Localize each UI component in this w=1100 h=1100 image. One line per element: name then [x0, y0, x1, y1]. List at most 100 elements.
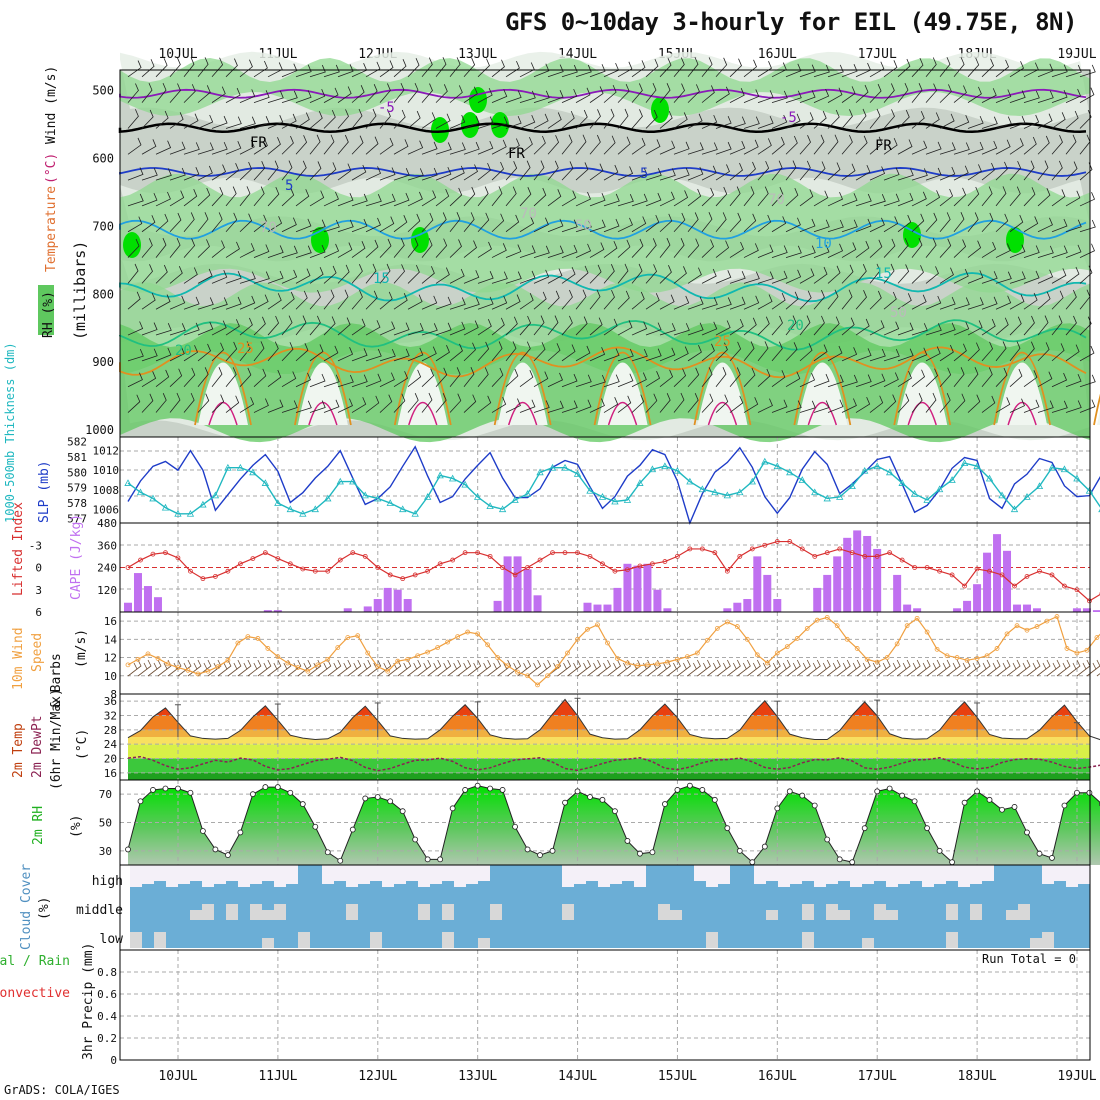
wind-barb	[491, 186, 503, 207]
wind-barb	[407, 369, 422, 388]
wind-barb	[771, 370, 786, 388]
wind-barb	[281, 371, 297, 388]
wind-barb	[743, 341, 755, 362]
wind-barb	[617, 373, 634, 388]
wind-barb	[939, 188, 954, 207]
thickness-point	[174, 509, 182, 517]
cape-bar	[373, 599, 382, 612]
wind-barb	[967, 86, 982, 103]
rh2m-point	[175, 785, 181, 792]
wind-barb	[225, 116, 242, 129]
wind-barb	[449, 212, 461, 233]
wind-barb	[855, 135, 868, 155]
temp-tick: 20	[104, 753, 117, 766]
wind-barb	[435, 142, 452, 155]
wind-barb	[211, 164, 227, 181]
wind-barb	[645, 214, 660, 233]
rh2m-point	[224, 852, 231, 858]
wind-barb	[533, 371, 549, 388]
rh2m-point	[524, 846, 531, 853]
rh-saturated-blob	[461, 112, 479, 138]
wind-barb	[715, 141, 732, 155]
wind-barb	[127, 109, 139, 129]
temperature-contour-25	[1093, 393, 1100, 426]
wind-barb	[827, 243, 844, 258]
wind-barb	[729, 212, 742, 233]
cape-tick: 360	[97, 539, 117, 552]
wind-barb	[561, 244, 578, 258]
wind-barb	[729, 367, 741, 387]
wind-barb	[939, 84, 952, 103]
wind-barb	[771, 216, 787, 233]
wind-barb	[1051, 89, 1068, 103]
wind-barb	[477, 87, 493, 103]
wind-speed-point	[185, 667, 191, 673]
wind-barb	[267, 399, 284, 413]
wind-barb	[785, 342, 798, 362]
wind-barb	[799, 64, 816, 78]
wind-barb	[309, 315, 321, 336]
wind-barb	[239, 396, 255, 413]
wind-speed-point	[954, 655, 960, 660]
wind-barb	[533, 245, 550, 258]
wind-barb	[771, 160, 783, 181]
cape-bar	[913, 608, 922, 612]
wind-speed-point	[165, 661, 171, 667]
cloud-gap	[1042, 865, 1054, 884]
cloud-gap	[286, 865, 298, 884]
wind-barb	[813, 110, 827, 129]
thickness-point	[686, 477, 694, 485]
thickness-point	[311, 505, 319, 513]
wind-barb	[393, 293, 408, 310]
cloud-gap	[670, 910, 682, 920]
rh2m-point	[449, 805, 456, 812]
cape-bar	[1072, 608, 1081, 612]
panel-border	[119, 611, 1091, 695]
wind-barb	[253, 214, 268, 233]
wind-barb	[757, 271, 774, 284]
wind-barb	[197, 393, 210, 413]
wind-speed-point	[874, 659, 880, 665]
temperature-contour-25	[194, 351, 252, 426]
wind-barb	[967, 164, 982, 181]
wind-barb	[225, 186, 237, 207]
slp-tick: 1008	[93, 484, 120, 497]
lifted-index-point	[125, 565, 131, 570]
wind-speed-point	[914, 615, 920, 621]
wind-barb	[897, 264, 910, 284]
wind-barb-10m	[986, 659, 1001, 677]
wind-barb	[421, 83, 433, 103]
wind-barb	[953, 212, 965, 233]
wind-speed-point	[235, 640, 241, 646]
wind-barb	[939, 267, 954, 284]
wind-barb	[631, 216, 647, 233]
wind-barb	[743, 397, 759, 413]
wind-barb-10m	[966, 659, 981, 677]
rh2m-axis-label: 2m RH	[31, 806, 46, 845]
wind-barb	[351, 193, 368, 207]
wind-barb	[141, 393, 154, 413]
lifted-index-point	[362, 553, 368, 559]
wind-barb	[309, 267, 324, 284]
wind-barb	[281, 291, 295, 310]
wind-barb	[169, 368, 183, 387]
temp-band	[128, 758, 1090, 773]
wind-barb	[827, 374, 844, 388]
lifted-index-point	[562, 550, 568, 556]
wind-speed-point	[1024, 627, 1030, 633]
cloud-gap	[370, 932, 382, 948]
rh2m-point	[562, 799, 568, 806]
wind-barb-10m	[247, 659, 262, 677]
thickness-point	[823, 494, 831, 502]
thickness-point	[536, 468, 544, 476]
cape-bar	[1013, 604, 1022, 612]
wind-barb	[799, 400, 816, 413]
cape-bar	[383, 587, 392, 612]
wind-barb	[155, 264, 168, 284]
wind-barb	[995, 59, 1010, 78]
wind-barb	[491, 317, 505, 336]
cape-bar	[153, 597, 162, 612]
cloud-gap	[226, 865, 238, 881]
wind-barb	[169, 392, 181, 413]
temperature-contour-25	[993, 351, 1051, 426]
